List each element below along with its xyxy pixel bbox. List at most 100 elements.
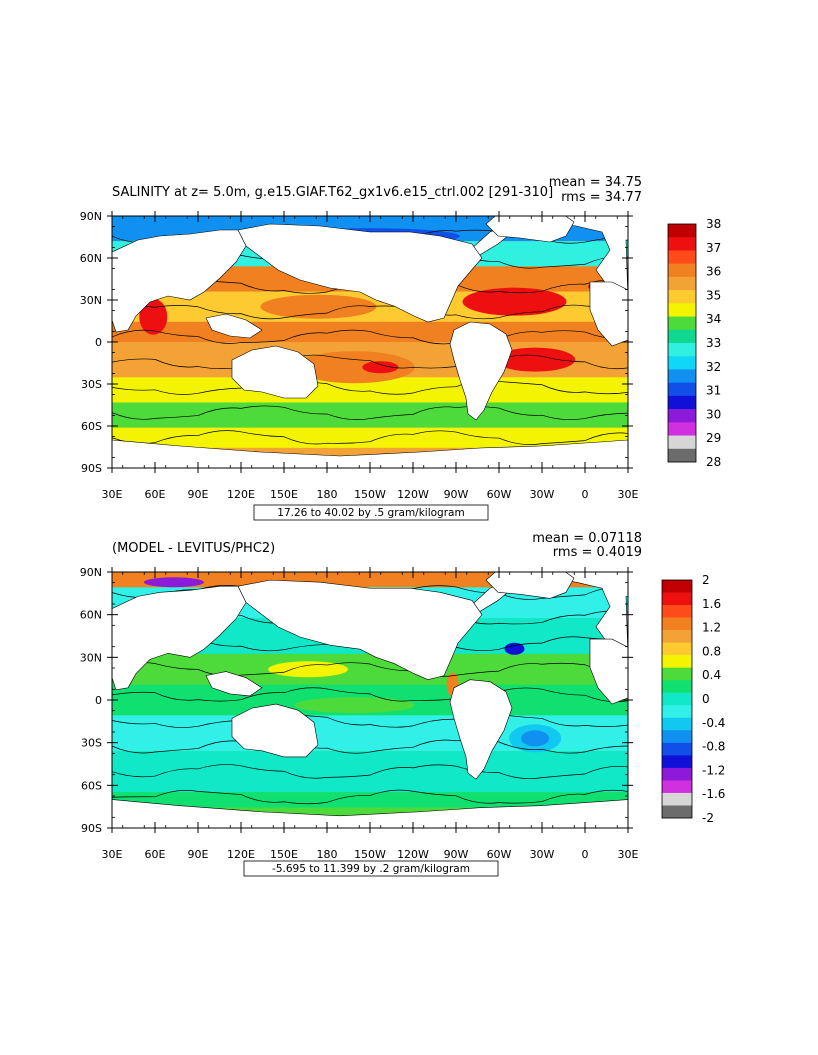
colorbar-swatch [662,742,692,756]
range-box [253,504,489,521]
colorbar-swatch [668,409,696,423]
lat-tick-label: 60S [81,420,102,433]
lon-tick-label: 60W [487,488,512,501]
colorbar-swatch [662,705,692,719]
lon-tick-label: 0 [582,488,589,501]
colorbar-swatch [662,642,692,656]
lon-tick-label: 180 [317,848,338,861]
lat-tick-label: 60S [81,779,102,792]
colorbar-label: -0.8 [702,740,725,754]
colorbar-swatch [668,356,696,370]
lat-tick-label: 30N [80,651,102,664]
lon-tick-label: 30E [102,848,123,861]
lon-tick-label: 120W [397,488,429,501]
lon-tick-label: 120E [227,488,255,501]
lon-tick-label: 120E [227,848,255,861]
colorbar-swatch [668,276,696,291]
colorbar-label: -1.2 [702,763,725,777]
rms-label: rms = 0.4019 [553,545,642,560]
colorbar-label: 35 [706,288,721,302]
colorbar-swatch [662,617,692,631]
mean-label: mean = 34.75 [549,175,642,190]
colorbar-label: 31 [706,384,721,398]
lat-tick-label: 60N [80,609,102,622]
lon-tick-label: 60E [145,488,166,501]
colorbar-swatch [662,580,692,593]
colorbar-swatch [668,316,696,331]
lat-tick-label: 90S [81,462,102,475]
lon-tick-label: 150E [270,488,298,501]
colorbar-swatch [668,343,696,357]
lat-tick-label: 90S [81,822,102,835]
field-map [112,216,628,468]
rms-label: rms = 34.77 [561,190,642,205]
range-box [243,860,499,877]
colorbar-swatch [668,329,696,344]
colorbar-swatch [668,263,696,278]
colorbar-label: 30 [706,407,721,421]
lon-tick-label: 30E [618,848,639,861]
colorbar-swatch [668,435,696,450]
colorbar-swatch [668,382,696,397]
colorbar-swatch [662,692,692,706]
lon-tick-label: 120W [397,848,429,861]
colorbar-swatch [662,717,692,731]
colorbar-label: -0.4 [702,716,725,730]
colorbar-label: 36 [706,265,721,279]
colorbar-label: 2 [702,573,710,587]
lon-tick-label: 180 [317,488,338,501]
colorbar-label: 32 [706,360,721,374]
colorbar-label: 0.8 [702,644,721,658]
colorbar-swatch [668,237,696,251]
colorbar-label: -1.6 [702,787,725,801]
colorbar-label: 34 [706,312,721,326]
lon-tick-label: 30W [530,848,555,861]
colorbar-label: 38 [706,217,721,231]
lat-tick-label: 60N [80,252,102,265]
colorbar-swatch [668,422,696,436]
colorbar-swatch [662,630,692,643]
lat-tick-label: 30S [81,378,102,391]
colorbar-label: 37 [706,241,721,255]
colorbar: 38 37 36 35 34 33 32 31 30 29 28 [667,217,721,469]
lat-tick-label: 0 [95,694,102,707]
colorbar-swatch [668,448,696,463]
colorbar-label: 33 [706,336,721,350]
colorbar-swatch [662,730,692,744]
lon-tick-label: 90E [188,488,209,501]
panel-title: SALINITY at z= 5.0m, g.e15.GIAF.T62_gx1v… [112,185,553,200]
lat-tick-label: 30N [80,294,102,307]
colorbar-swatch [662,780,692,794]
colorbar-label: 28 [706,455,721,469]
lon-tick-label: 60E [145,848,166,861]
panel-title: (MODEL - LEVITUS/PHC2) [112,541,275,556]
lon-tick-label: 150W [354,488,386,501]
lon-tick-label: 60W [487,848,512,861]
colorbar-swatch [662,805,692,819]
colorbar-swatch [662,755,692,769]
colorbar-swatch [668,395,696,410]
colorbar-swatch [668,290,696,304]
colorbar-swatch [668,369,696,383]
colorbar-swatch [662,592,692,606]
lat-tick-label: 0 [95,336,102,349]
lat-tick-label: 90N [80,210,102,223]
colorbar-swatch [662,605,692,618]
lon-tick-label: 30W [530,488,555,501]
colorbar-swatch [662,792,692,806]
lon-tick-label: 90E [188,848,209,861]
mean-label: mean = 0.07118 [532,531,642,546]
colorbar-label: 0 [702,692,710,706]
lon-tick-label: 0 [582,848,589,861]
lat-tick-label: 90N [80,566,102,579]
colorbar-label: 29 [706,431,721,445]
lon-tick-label: 90W [444,488,469,501]
colorbar-swatch [662,680,692,694]
lon-tick-label: 30E [618,488,639,501]
colorbar-label: 1.6 [702,597,721,611]
colorbar-swatch [668,224,696,238]
colorbar-label: -2 [702,811,714,825]
colorbar-swatch [662,767,692,781]
